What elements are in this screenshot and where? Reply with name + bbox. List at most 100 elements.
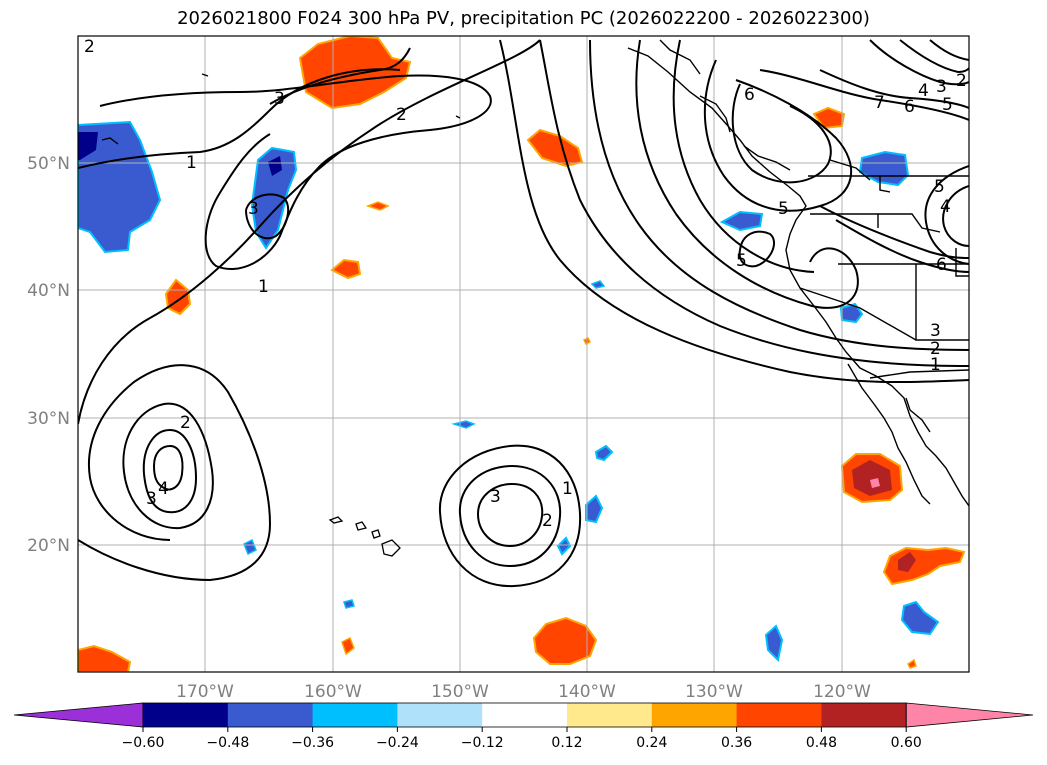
contour-1-south-west	[78, 364, 272, 582]
lon-label-130w: 130°W	[685, 682, 743, 702]
plot-title: 2026021800 F024 300 hPa PV, precipitatio…	[177, 8, 870, 29]
contour-2-ne	[929, 39, 969, 61]
contour-2-north	[99, 74, 492, 271]
precip-blob-bc	[858, 150, 910, 187]
precip-blob-158w-13n	[341, 636, 355, 656]
colorbar: −0.60 −0.48 −0.36 −0.24 −0.12 0.12 0.24 0.36 0.4…	[13, 702, 1034, 751]
colorbar-tick-label: −0.60	[122, 735, 165, 751]
colorbar-outline	[142, 702, 907, 728]
precip-fills	[78, 36, 966, 672]
contour-label: 6	[936, 255, 947, 275]
contour-2-main-trough	[539, 39, 969, 367]
contour-7-north-ridge	[819, 69, 969, 109]
colorbar-segment	[397, 703, 483, 727]
colorbar-segment	[227, 703, 314, 727]
contour-7-trough-core	[731, 83, 832, 184]
contour-1-main-trough	[499, 39, 969, 384]
contour-label: 4	[940, 197, 951, 217]
contour-6-sw-ridge	[835, 219, 969, 273]
lat-label-30n: 30°N	[27, 409, 70, 429]
colorbar-segment	[143, 703, 229, 727]
precip-blob-149w-29n	[451, 420, 476, 429]
precip-blob-140w-40n	[590, 280, 606, 289]
contour-label: 7	[874, 93, 885, 113]
lat-label-40n: 40°N	[27, 281, 70, 301]
precip-blob-165w-core	[268, 156, 282, 176]
contour-6-trough-core	[703, 59, 852, 212]
contour-4-main-trough	[635, 39, 859, 309]
precip-blob-114w-11n	[907, 658, 917, 669]
lon-label-170w: 170°W	[176, 682, 234, 702]
pv-contours	[78, 39, 969, 588]
precip-blob-168w-20n	[243, 538, 257, 556]
contour-label: 5	[942, 95, 953, 115]
contour-1-west	[78, 39, 541, 425]
contour-label: 3	[930, 321, 941, 341]
contour-label: 3	[146, 489, 157, 509]
contour-3-ne	[899, 39, 969, 74]
contour-label: 4	[918, 81, 929, 101]
colorbar-segment	[567, 703, 653, 727]
contour-2-south-west	[122, 402, 214, 530]
contour-label: 2	[956, 71, 967, 91]
lon-label-150w: 150°W	[431, 682, 489, 702]
contour-label: 6	[744, 85, 755, 105]
lon-label-120w: 120°W	[813, 682, 871, 702]
colorbar-tick-label: −0.48	[206, 735, 249, 751]
colorbar-tick-label: −0.36	[291, 735, 334, 751]
contour-3-south-west	[142, 428, 198, 514]
precip-blob-141w-20n	[556, 536, 572, 556]
precip-blob-west-core	[78, 132, 98, 160]
colorbar-segment	[312, 703, 398, 727]
precip-blob-114w-15n	[900, 600, 940, 636]
colorbar-segment	[651, 703, 738, 727]
coastlines	[627, 39, 969, 507]
precip-blob-138w-29n	[594, 444, 614, 462]
contour-3-south-mid	[477, 482, 544, 548]
contour-label: 3	[490, 487, 501, 507]
precip-blob-calif	[839, 302, 864, 324]
lon-label-140w: 140°W	[558, 682, 616, 702]
precip-blob-baja-offshore-core	[870, 478, 880, 488]
colorbar-tick-label: −0.24	[376, 735, 419, 751]
lat-labels: 50°N 40°N 30°N 20°N	[27, 154, 70, 556]
contour-3-main-trough	[589, 39, 969, 351]
contour-label: 2	[84, 37, 95, 57]
precip-blob-155w-46n	[365, 201, 390, 211]
contour-label: 6	[904, 97, 915, 117]
precip-blob-158w-42n	[330, 258, 362, 280]
precip-blob-mexico-coast	[882, 546, 966, 586]
contour-label: 5	[934, 177, 945, 197]
map-frame	[77, 35, 970, 673]
precip-blob-baja-offshore-mid	[852, 460, 892, 496]
contour-5-sw-ridge	[819, 205, 969, 259]
precip-blob-142w-15n	[532, 616, 598, 665]
contour-label: 3	[274, 89, 285, 109]
contour-5-main-trough	[672, 39, 815, 273]
colorbar-tick-label: 0.24	[636, 735, 667, 751]
precip-blob-mexico-coast-core	[898, 552, 916, 572]
colorbar-extend-high	[905, 702, 1034, 728]
precip-blob-west-negative	[78, 120, 162, 254]
contour-label: 2	[180, 413, 191, 433]
contour-label: 5	[778, 199, 789, 219]
contour-5-bc-ridge	[738, 230, 775, 268]
colorbar-tick-label: 0.36	[721, 735, 752, 751]
colorbar-segment	[482, 703, 568, 727]
colorbar-extend-low	[13, 702, 144, 728]
colorbar-tick-label: −0.12	[461, 735, 504, 751]
contour-4-south-west	[153, 444, 184, 491]
contour-labels: 2 3 2 1 3 1 2 4 3 6 7 6 4 3 2 5 5 5 4 6 …	[84, 37, 967, 531]
contour-label: 2	[542, 511, 553, 531]
lon-label-160w: 160°W	[304, 682, 362, 702]
contour-label: 1	[258, 277, 269, 297]
colorbar-segment	[821, 703, 907, 727]
contour-6-north-ridge	[759, 69, 969, 121]
contour-1-south-mid	[438, 444, 582, 588]
precip-blob-138w-25n	[585, 494, 604, 524]
lon-labels: 170°W 160°W 150°W 140°W 130°W 120°W	[176, 682, 871, 702]
colorbar-tick-label: 0.60	[891, 735, 922, 751]
contour-label: 5	[736, 251, 747, 271]
precip-blob-143w-50n	[526, 128, 584, 168]
precip-blob-125w-14n	[764, 624, 784, 663]
